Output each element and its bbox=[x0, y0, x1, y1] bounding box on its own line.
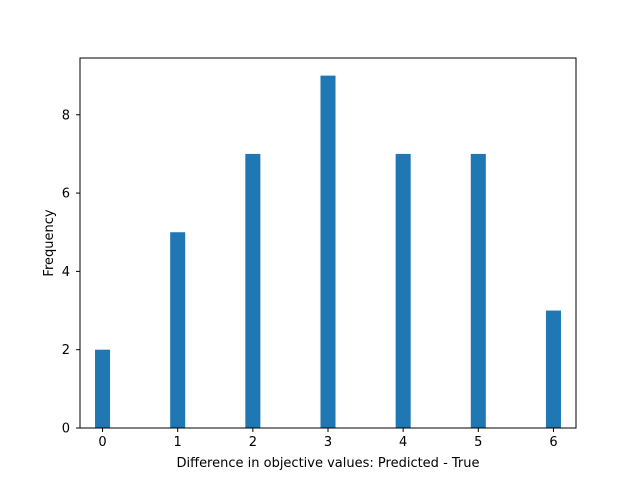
bars-group bbox=[95, 75, 561, 429]
x-tick-label: 1 bbox=[174, 435, 182, 450]
y-tick-label: 8 bbox=[62, 108, 70, 123]
histogram-bar bbox=[320, 75, 336, 428]
histogram-bar bbox=[470, 153, 486, 429]
histogram-bar bbox=[245, 153, 261, 429]
histogram-bar bbox=[545, 310, 561, 428]
y-tick-label: 6 bbox=[62, 187, 70, 202]
y-axis-ticks: 0 2 4 6 8 bbox=[62, 108, 80, 437]
y-axis-label: Frequency bbox=[42, 209, 57, 276]
x-tick-label: 4 bbox=[399, 435, 407, 450]
histogram-bar bbox=[170, 232, 186, 428]
histogram-bar bbox=[395, 153, 411, 429]
x-tick-label: 6 bbox=[549, 435, 557, 450]
x-axis-ticks: 0 1 2 3 4 5 6 bbox=[98, 428, 558, 450]
y-tick-label: 4 bbox=[62, 265, 70, 280]
y-tick-label: 0 bbox=[62, 422, 70, 437]
x-tick-label: 2 bbox=[249, 435, 257, 450]
histogram-bar bbox=[95, 349, 111, 428]
x-tick-label: 0 bbox=[98, 435, 106, 450]
x-tick-label: 5 bbox=[474, 435, 482, 450]
x-axis-label: Difference in objective values: Predicte… bbox=[176, 456, 479, 471]
x-tick-label: 3 bbox=[324, 435, 332, 450]
y-tick-label: 2 bbox=[62, 343, 70, 358]
